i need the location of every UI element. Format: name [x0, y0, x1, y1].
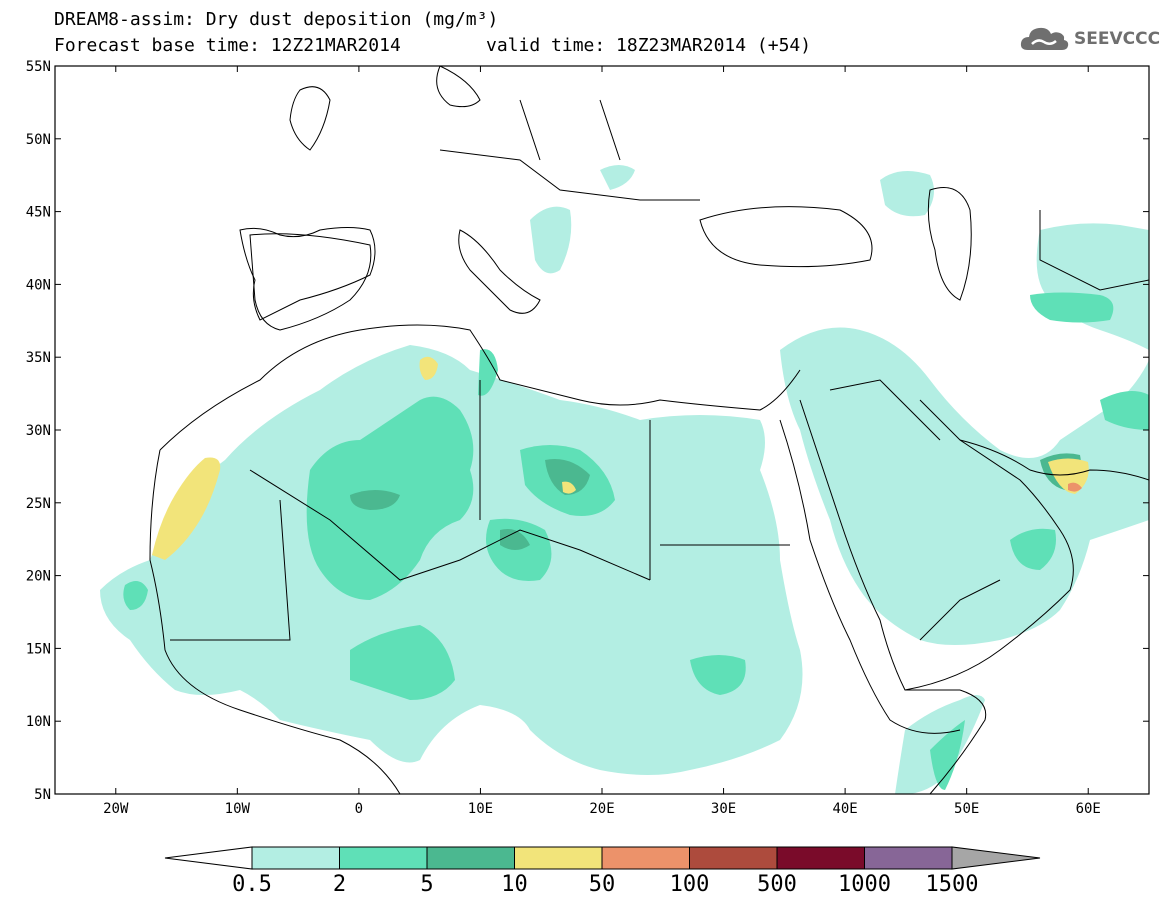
- border-arabia: [829, 379, 1001, 641]
- colorbar-segment: [514, 846, 603, 870]
- dust-area-tunisia: [478, 349, 498, 396]
- dust-area-oman: [1010, 528, 1056, 570]
- coastline-britain: [289, 86, 331, 151]
- coastline-scandinavia: [436, 66, 481, 108]
- lat-tick-label: 35N: [26, 350, 51, 366]
- dust-contours: [100, 165, 1149, 794]
- longitude-axis: 20W 10W 0 10E 20E 30E 40E 50E 60E: [103, 66, 1101, 817]
- colorbar-over-arrow: [951, 846, 1041, 870]
- dust-area-hungary: [600, 165, 635, 190]
- dust-area-libya-peak: [562, 481, 576, 494]
- lat-tick-label: 55N: [26, 59, 51, 75]
- dust-area-nigeria: [350, 625, 455, 700]
- dust-area-pakistan: [1100, 391, 1149, 430]
- lat-tick-label: 5N: [34, 787, 51, 803]
- coastline-europe-north: [239, 227, 376, 321]
- dust-area-western-sahara: [152, 457, 221, 560]
- cloud-icon: [1020, 27, 1069, 50]
- lat-tick-label: 50N: [26, 132, 51, 148]
- coastline-italy: [458, 229, 541, 314]
- coastline-black-sea: [699, 206, 873, 268]
- colorbar-level-label: 2: [333, 872, 346, 897]
- lon-tick-label: 40E: [832, 801, 857, 817]
- coastline-persian-gulf: [959, 439, 1149, 481]
- lat-tick-label: 10N: [26, 714, 51, 730]
- latitude-axis: 55N 50N 45N 40N 35N 30N 25N 20N 15N 10N 5N: [26, 59, 1149, 803]
- border-africa-1: [249, 469, 651, 581]
- border-africa-3: [170, 499, 291, 641]
- colorbar-level-label: 100: [670, 872, 710, 897]
- lon-tick-label: 60E: [1076, 801, 1101, 817]
- lon-tick-label: 10E: [468, 801, 493, 817]
- lat-tick-label: 30N: [26, 423, 51, 439]
- seevccc-logo: SEEVCCC: [1018, 24, 1160, 54]
- colorbar-level-label: 0.5: [232, 872, 272, 897]
- dust-area-balkans: [530, 206, 572, 274]
- coastline-somalia: [929, 689, 987, 794]
- dust-area-persia: [1030, 292, 1114, 323]
- colorbar-segment: [864, 846, 953, 870]
- colorbar-level-label: 10: [501, 872, 528, 897]
- colorbar-level-label: 1500: [926, 872, 979, 897]
- colorbar-level-label: 500: [757, 872, 797, 897]
- coastline-iberia: [249, 233, 372, 331]
- dust-area-chad-core: [500, 529, 530, 550]
- coastline-red-sea-east: [799, 399, 960, 691]
- lon-tick-label: 30E: [711, 801, 736, 817]
- dust-area-horn: [930, 720, 965, 790]
- dust-area-caspian: [880, 171, 934, 217]
- valid-time: valid time: 18Z23MAR2014 (+54): [486, 35, 812, 56]
- coastline-red-sea-west: [779, 419, 961, 734]
- coastline-north-africa: [159, 324, 801, 451]
- logo-text: SEEVCCC: [1074, 29, 1161, 49]
- border-europe: [439, 99, 700, 201]
- dust-area-mauritania: [123, 581, 148, 610]
- colorbar-segment: [251, 846, 340, 870]
- border-iran: [1039, 210, 1149, 291]
- colorbar-segment: [426, 846, 515, 870]
- lat-tick-label: 45N: [26, 205, 51, 221]
- lat-tick-label: 20N: [26, 569, 51, 585]
- lat-tick-label: 40N: [26, 277, 51, 293]
- colorbar-level-label: 50: [589, 872, 616, 897]
- colorbar-level-label: 5: [420, 872, 433, 897]
- colorbar-segment: [689, 846, 778, 870]
- border-africa-2: [479, 380, 790, 580]
- dust-area-libya-core: [545, 459, 590, 495]
- colorbar-segment: [601, 846, 690, 870]
- dust-area-algeria-peak: [419, 356, 438, 380]
- coastline-arabia-east: [904, 399, 1074, 691]
- forecast-base-time: Forecast base time: 12Z21MAR2014: [54, 35, 401, 56]
- map-title: DREAM8-assim: Dry dust deposition (mg/m³…: [54, 9, 499, 30]
- coastlines: [149, 66, 1149, 794]
- coastline-west-africa: [149, 449, 401, 794]
- lon-tick-label: 20W: [103, 801, 129, 817]
- dust-area-arabia: [780, 327, 1149, 645]
- colorbar-segment: [339, 846, 428, 870]
- lon-tick-label: 20E: [589, 801, 614, 817]
- coastline-caspian: [927, 187, 972, 301]
- dust-area-sudan: [690, 655, 746, 695]
- lon-tick-label: 0: [355, 801, 363, 817]
- dust-area-sahara: [100, 345, 803, 775]
- colorbar-level-label: 1000: [838, 872, 891, 897]
- colorbar: 0.5 2 5 10 50 100 500 1000 1500: [164, 846, 1041, 897]
- lon-tick-label: 50E: [954, 801, 979, 817]
- dust-area-algeria-core: [350, 490, 400, 510]
- lat-tick-label: 25N: [26, 496, 51, 512]
- colorbar-under-arrow: [164, 846, 253, 870]
- lon-tick-label: 10W: [225, 801, 251, 817]
- dust-area-gulf-max: [1068, 482, 1082, 492]
- lat-tick-label: 15N: [26, 641, 51, 657]
- colorbar-segment: [776, 846, 865, 870]
